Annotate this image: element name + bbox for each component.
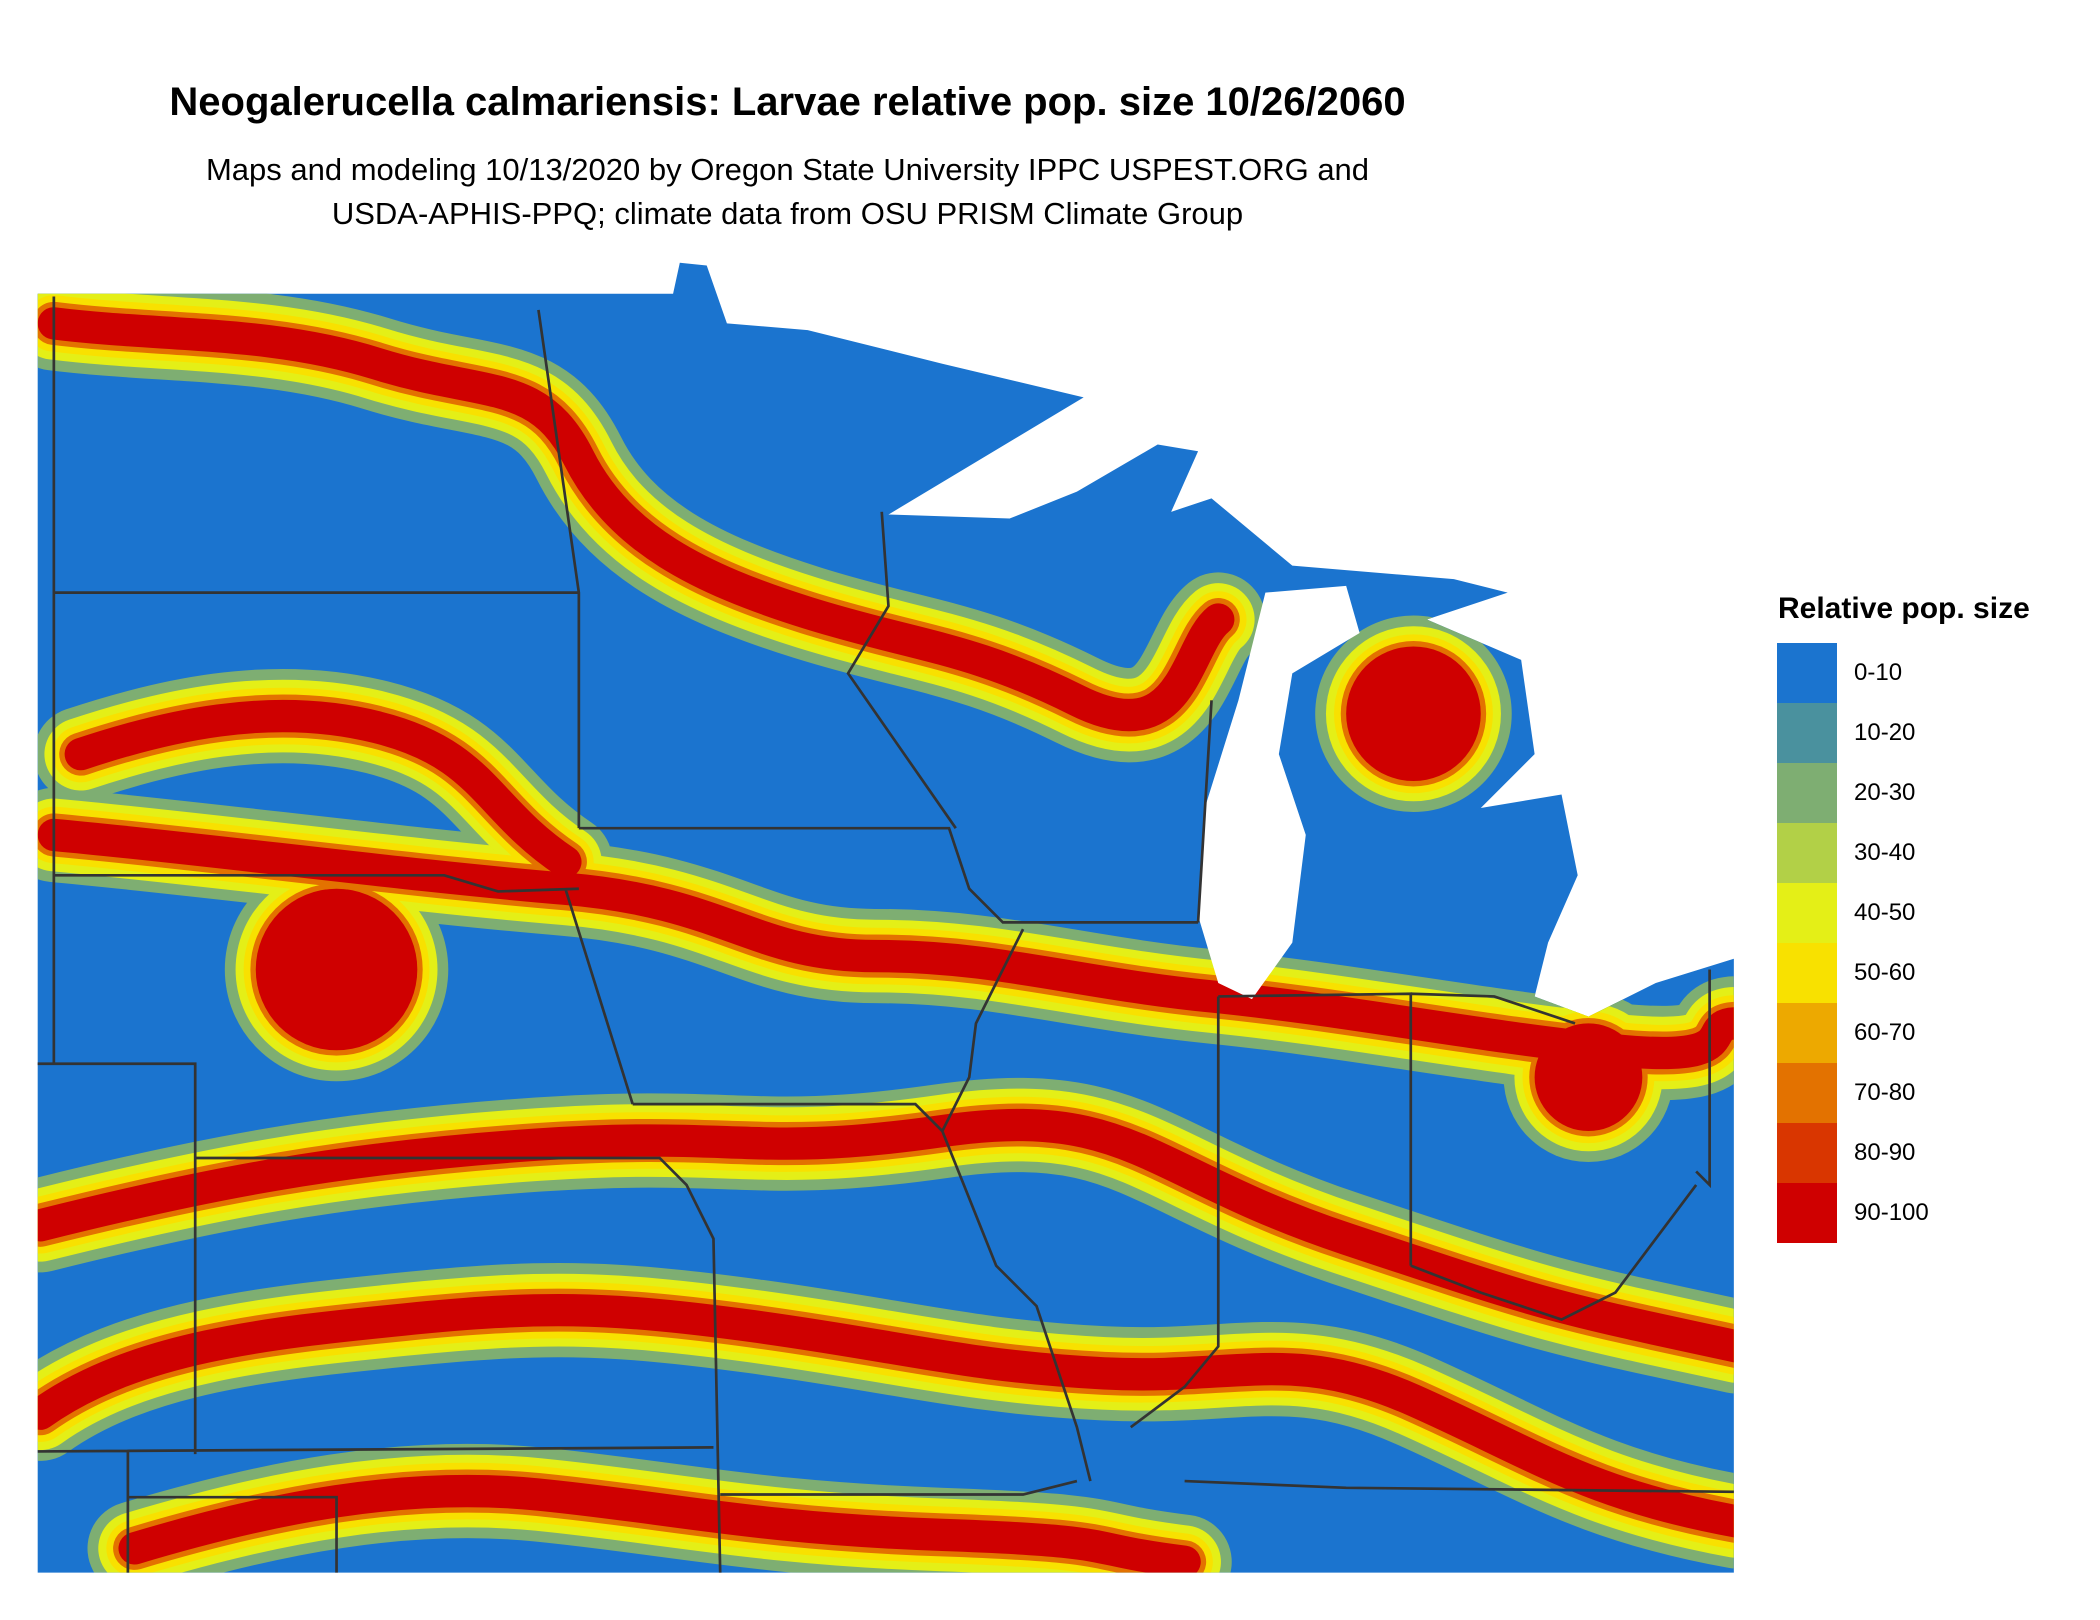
legend-swatch: [1777, 1063, 1837, 1123]
legend-item: 20-30: [1777, 763, 2077, 823]
legend-swatch: [1777, 643, 1837, 703]
population-patch: [1346, 646, 1481, 782]
legend-label: 10-20: [1854, 719, 1916, 746]
legend-swatch: [1777, 883, 1837, 943]
legend-item: 60-70: [1777, 1003, 2077, 1063]
legend-swatch: [1777, 703, 1837, 763]
legend-item: 80-90: [1777, 1123, 2077, 1183]
legend-item: 50-60: [1777, 943, 2077, 1003]
legend-label: 0-10: [1854, 659, 1903, 686]
legend-item: 10-20: [1777, 703, 2077, 763]
map-title: Neogalerucella calmariensis: Larvae rela…: [169, 80, 1406, 124]
lake-michigan: [1198, 585, 1360, 1000]
legend-label: 50-60: [1854, 959, 1916, 986]
legend-label: 80-90: [1854, 1139, 1916, 1166]
legend-swatch: [1777, 763, 1837, 823]
legend-item: 30-40: [1777, 823, 2077, 883]
population-patch: [255, 888, 418, 1051]
legend-item: 40-50: [1777, 883, 2077, 943]
legend-swatch: [1777, 1003, 1837, 1063]
legend-swatch: [1777, 1123, 1837, 1183]
legend-label: 40-50: [1854, 899, 1916, 926]
legend-label: 60-70: [1854, 1019, 1916, 1046]
population-band: [64, 699, 582, 878]
legend-swatch: [1777, 823, 1837, 883]
state-borders: [37, 296, 1734, 1573]
population-band: [37, 307, 1235, 732]
map-subtitle-line-2: USDA-APHIS-PPQ; climate data from OSU PR…: [331, 196, 1244, 231]
legend-item: 70-80: [1777, 1063, 2077, 1123]
population-patch: [1534, 1023, 1643, 1132]
legend-label: 70-80: [1854, 1079, 1916, 1106]
legend-label: 30-40: [1854, 839, 1916, 866]
legend-item: 90-100: [1777, 1183, 2077, 1243]
population-band: [118, 1474, 1201, 1573]
legend-swatch: [1777, 943, 1837, 1003]
legend-item: 0-10: [1777, 643, 2077, 703]
population-band: [37, 1294, 1734, 1538]
map-subtitle-line-1: Maps and modeling 10/13/2020 by Oregon S…: [205, 152, 1370, 187]
legend-swatch: [1777, 1183, 1837, 1243]
legend-title: Relative pop. size: [1778, 592, 2030, 625]
legend-label: 20-30: [1854, 779, 1916, 806]
legend-label: 90-100: [1854, 1199, 1929, 1226]
